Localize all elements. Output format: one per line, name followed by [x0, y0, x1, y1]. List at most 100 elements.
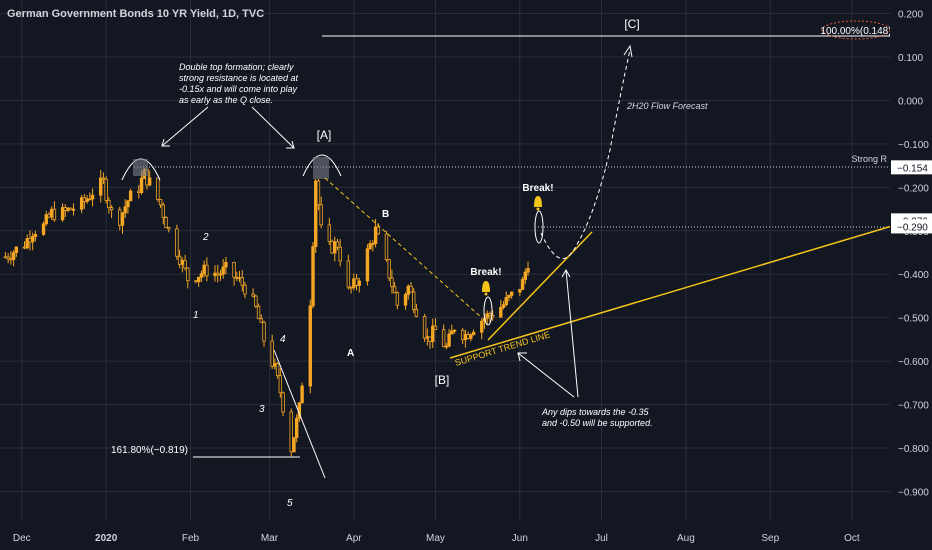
candle — [88, 192, 92, 201]
candle — [79, 194, 84, 214]
candle — [365, 244, 370, 286]
candle — [450, 324, 454, 335]
price-axis[interactable]: 0.2000.1000.000−0.100−0.200−0.300−0.400−… — [890, 0, 932, 550]
y-tick-label: −0.900 — [898, 488, 929, 499]
x-tick-label: Mar — [261, 533, 279, 544]
wave-label-b-major: [B] — [435, 373, 450, 387]
candle — [99, 169, 103, 203]
candle — [433, 318, 438, 331]
wave-downtrend-line — [273, 349, 326, 479]
candle — [520, 276, 525, 290]
candle — [314, 178, 318, 253]
dips-note: Any dips towards the -0.35 and -0.50 wil… — [541, 407, 653, 428]
candle — [243, 282, 247, 299]
candle — [330, 239, 334, 255]
candle — [186, 267, 190, 289]
candle — [392, 282, 397, 294]
dips-arrowhead-right — [561, 268, 571, 278]
candle — [123, 199, 127, 218]
candle — [346, 254, 351, 290]
candle — [109, 205, 114, 219]
candle — [71, 203, 76, 216]
candle — [262, 320, 266, 347]
candle — [221, 259, 225, 279]
wave-label-2: 2 — [202, 232, 209, 243]
candle — [395, 291, 400, 310]
short-support-line — [487, 231, 593, 341]
wave-label-3: 3 — [259, 404, 265, 415]
candle — [518, 289, 522, 296]
y-tick-label: 0.100 — [898, 53, 923, 64]
price-tags: −0.154−0.276−0.290 — [891, 160, 932, 234]
double-top-note: Double top formation; clearly strong res… — [179, 62, 301, 105]
candle — [128, 188, 133, 202]
candle — [300, 382, 304, 404]
grid-lines — [0, 0, 890, 520]
candle — [175, 224, 179, 260]
candle — [357, 277, 361, 293]
candle — [403, 292, 408, 310]
wave-label-1: 1 — [193, 310, 199, 321]
drawing-overlays: [C] 100.00%(0.148) Strong R 161.80%(−0.8… — [111, 17, 932, 509]
candle — [60, 203, 65, 222]
candle — [199, 270, 204, 282]
support-trend-line — [449, 213, 932, 359]
candle — [368, 240, 372, 250]
candle — [452, 329, 457, 334]
forecast-path — [540, 49, 631, 260]
candle — [278, 367, 283, 398]
candle — [218, 269, 223, 281]
candle — [251, 288, 255, 298]
candle — [422, 313, 427, 342]
candle — [224, 256, 228, 275]
wave-c-label: [C] — [624, 17, 639, 31]
candle — [338, 239, 342, 267]
candle — [161, 202, 166, 225]
candle — [311, 241, 315, 309]
break-label-2: Break! — [522, 183, 553, 194]
y-tick-label: −0.700 — [898, 401, 929, 412]
price-tag-label: −0.154 — [897, 163, 928, 174]
dashed-resistance-line — [324, 177, 483, 319]
candle — [14, 246, 19, 257]
y-tick-label: −0.600 — [898, 357, 929, 368]
candle — [471, 329, 476, 336]
candle — [441, 324, 446, 348]
candle — [289, 408, 293, 457]
candle — [412, 287, 416, 314]
break-ellipse-1 — [483, 296, 493, 326]
price-tag — [891, 160, 932, 175]
candle — [294, 414, 299, 443]
x-tick-label: Jul — [595, 533, 608, 544]
fib-extension-label: 161.80%(−0.819) — [111, 445, 188, 456]
dips-arrow-right — [565, 269, 579, 398]
candle — [240, 269, 244, 292]
candle — [523, 268, 527, 285]
x-tick-label: Sep — [761, 533, 779, 544]
note-arrow-left — [161, 106, 209, 147]
wave-label-5: 5 — [287, 498, 293, 509]
candle — [147, 170, 152, 187]
forecast-label: 2H20 Flow Forecast — [626, 101, 708, 111]
candle — [69, 207, 73, 211]
candle — [507, 294, 511, 302]
time-axis[interactable]: Dec 2020 Feb Mar Apr May Jun Jul Aug Sep Oct — [0, 526, 932, 550]
price-tag-label: −0.290 — [897, 222, 928, 233]
candle — [25, 234, 29, 250]
candle — [275, 362, 280, 379]
y-tick-label: 0.000 — [898, 96, 923, 107]
note-arrow-right — [251, 106, 295, 149]
x-tick-label: Aug — [677, 533, 695, 544]
candle — [485, 310, 489, 325]
candle — [327, 217, 332, 245]
x-tick-label: Jun — [512, 533, 528, 544]
candle — [167, 226, 171, 233]
candle — [488, 311, 492, 323]
y-tick-label: −0.400 — [898, 270, 929, 281]
candle — [444, 342, 449, 350]
time-axis-bg — [0, 526, 932, 550]
candle — [196, 276, 201, 287]
candle — [33, 230, 38, 242]
